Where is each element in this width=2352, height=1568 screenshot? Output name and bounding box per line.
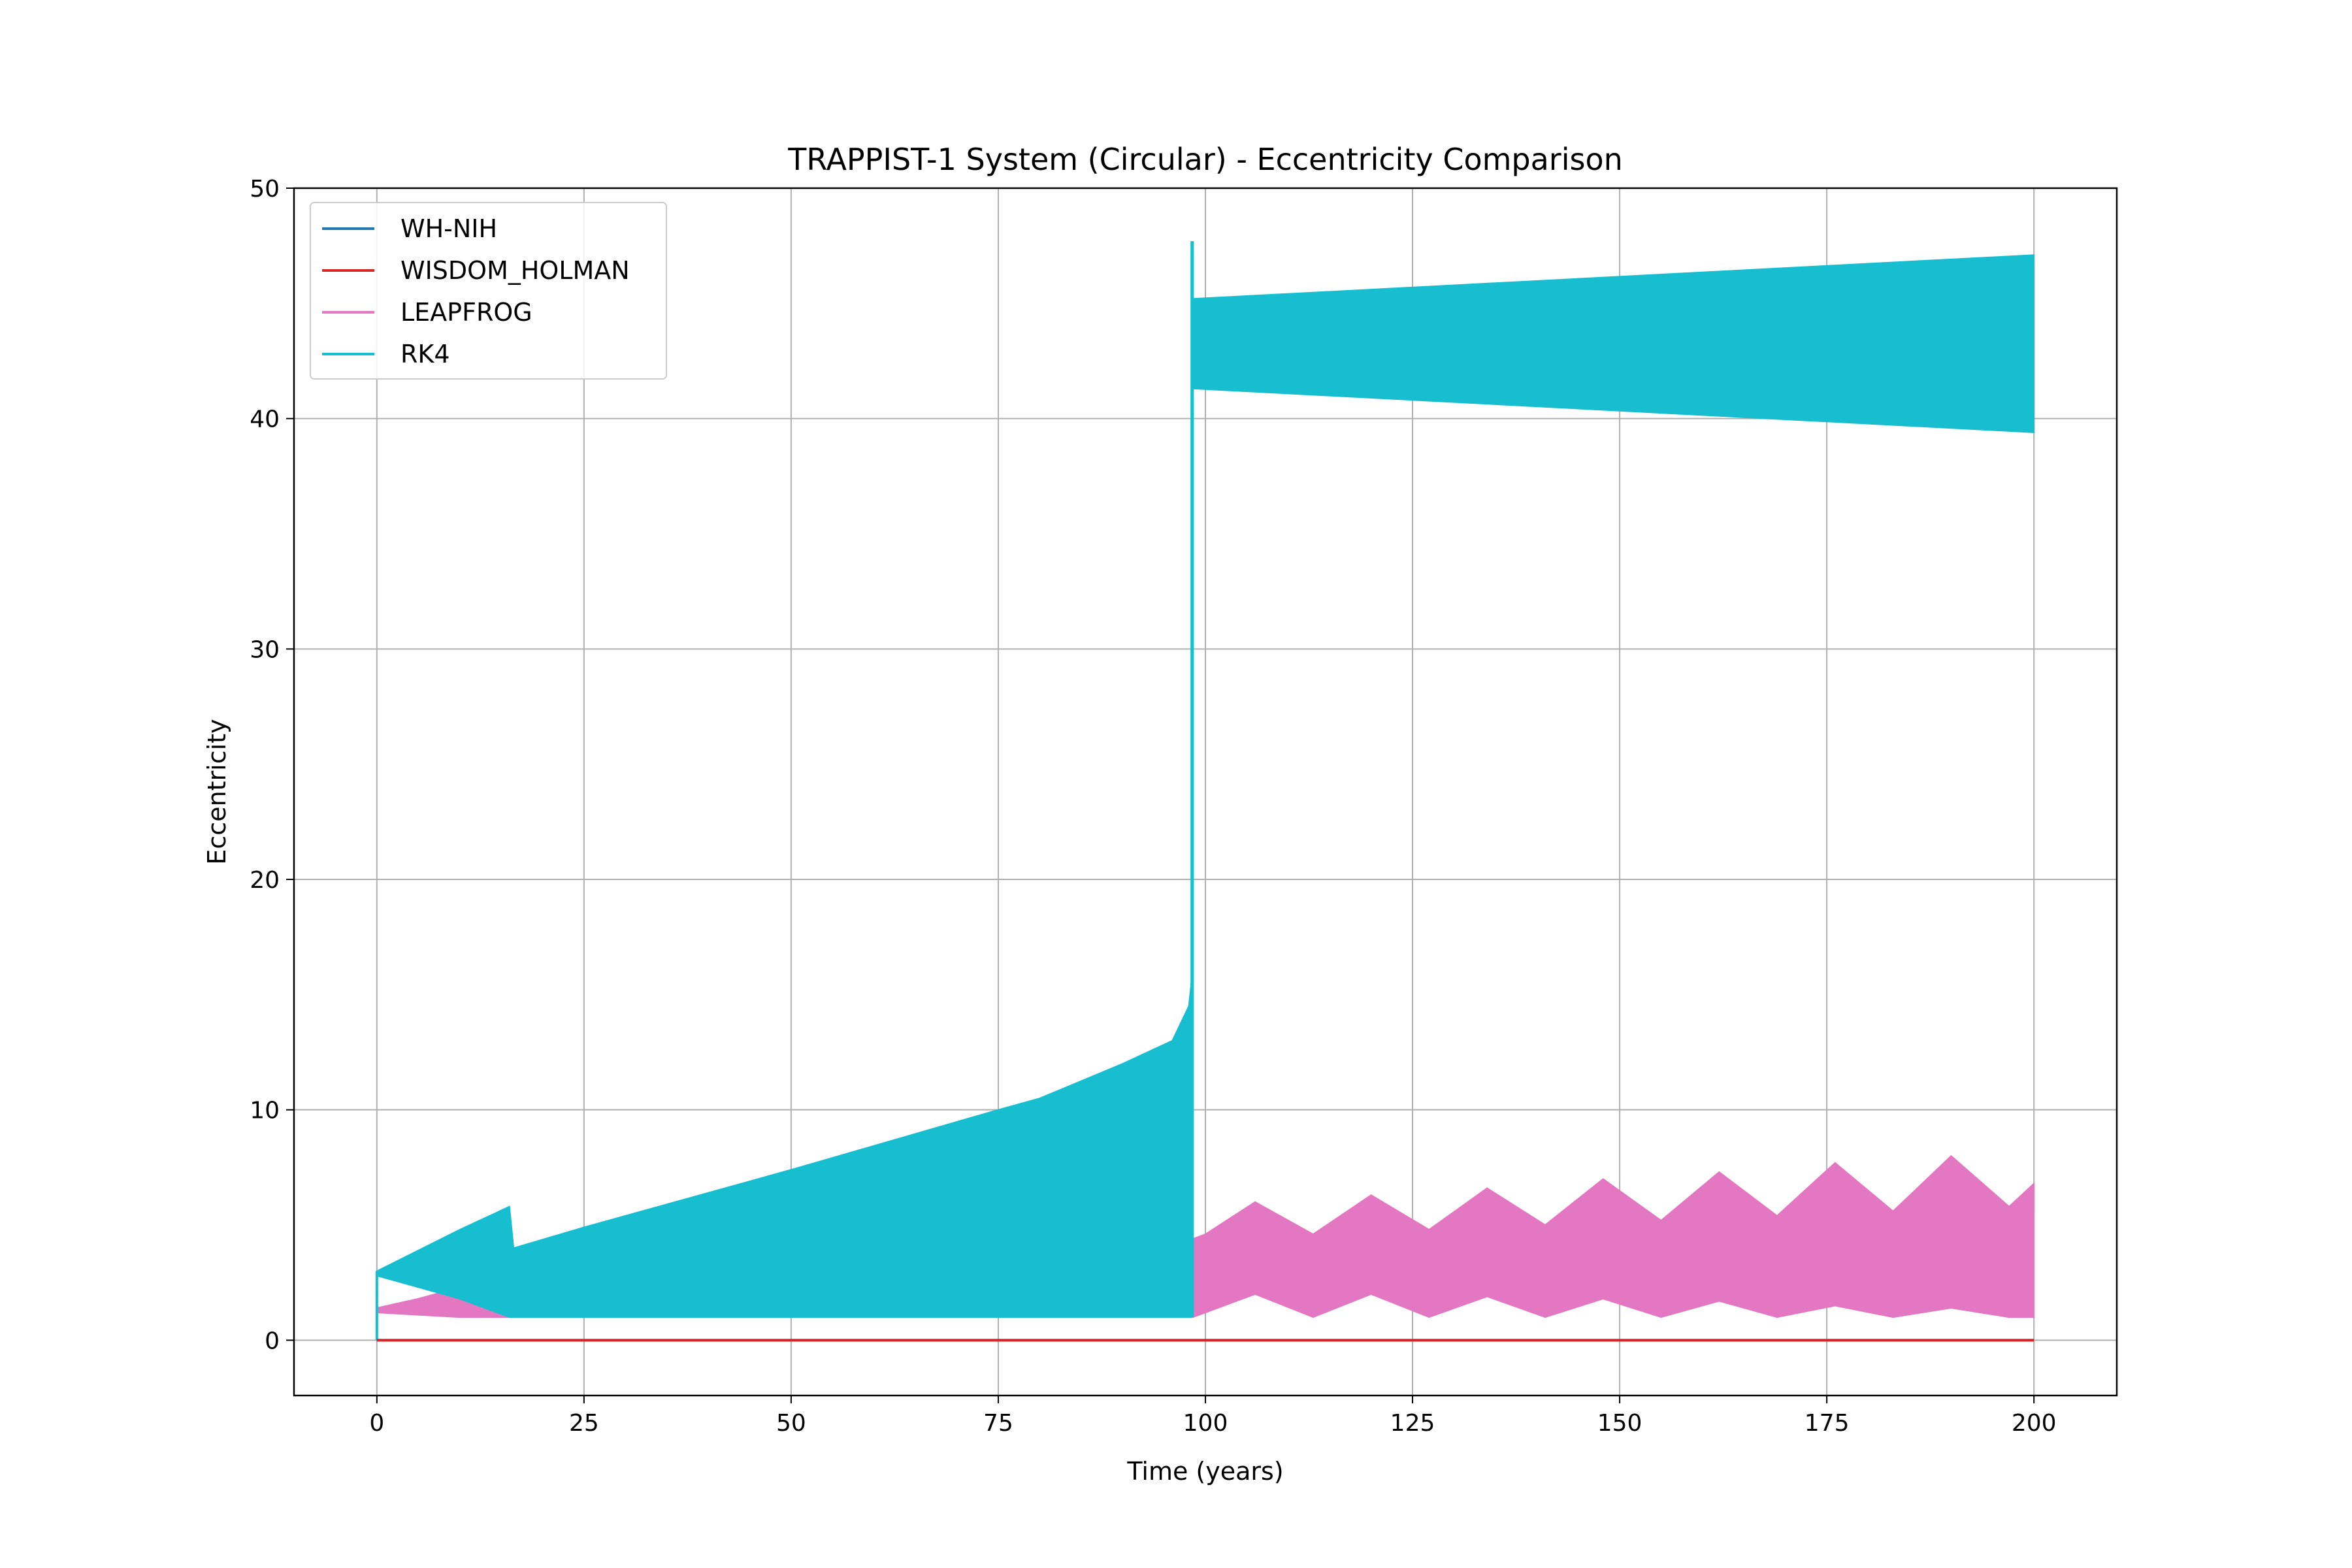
- x-tick-label: 100: [1183, 1410, 1228, 1437]
- y-tick-label: 20: [250, 867, 280, 894]
- x-tick-label: 25: [569, 1410, 599, 1437]
- legend-box: [310, 202, 667, 380]
- series-rk4-band: [376, 983, 1192, 1318]
- legend-label: WH-NIH: [400, 214, 497, 243]
- x-tick-label: 0: [369, 1410, 384, 1437]
- x-tick-label: 75: [983, 1410, 1013, 1437]
- chart-title: TRAPPIST-1 System (Circular) - Eccentric…: [787, 142, 1623, 177]
- y-axis-label: Eccentricity: [203, 719, 231, 864]
- y-tick-label: 0: [265, 1328, 280, 1354]
- x-tick-label: 200: [2012, 1410, 2057, 1437]
- tick-layer: 0 25 50 75 100 125 150 175 200 0 10 20 30 40 50: [250, 176, 2056, 1437]
- series-leapfrog-band: [376, 1154, 2035, 1318]
- y-tick-label: 40: [250, 406, 280, 433]
- series-layer: [375, 241, 2035, 1342]
- x-tick-label: 175: [1805, 1410, 1850, 1437]
- x-tick-label: 125: [1390, 1410, 1435, 1437]
- y-tick-label: 10: [250, 1098, 280, 1124]
- x-tick-label: 150: [1597, 1410, 1642, 1437]
- legend-label: WISDOM_HOLMAN: [400, 256, 630, 285]
- legend-label: LEAPFROG: [400, 298, 532, 327]
- x-tick-label: 50: [776, 1410, 806, 1437]
- legend-label: RK4: [400, 340, 450, 368]
- y-tick-label: 50: [250, 176, 280, 203]
- y-tick-label: 30: [250, 636, 280, 663]
- series-rk4-band-late: [1192, 254, 2035, 433]
- x-axis-label: Time (years): [1126, 1457, 1283, 1486]
- legend: WH-NIH WISDOM_HOLMAN LEAPFROG RK4: [310, 202, 667, 380]
